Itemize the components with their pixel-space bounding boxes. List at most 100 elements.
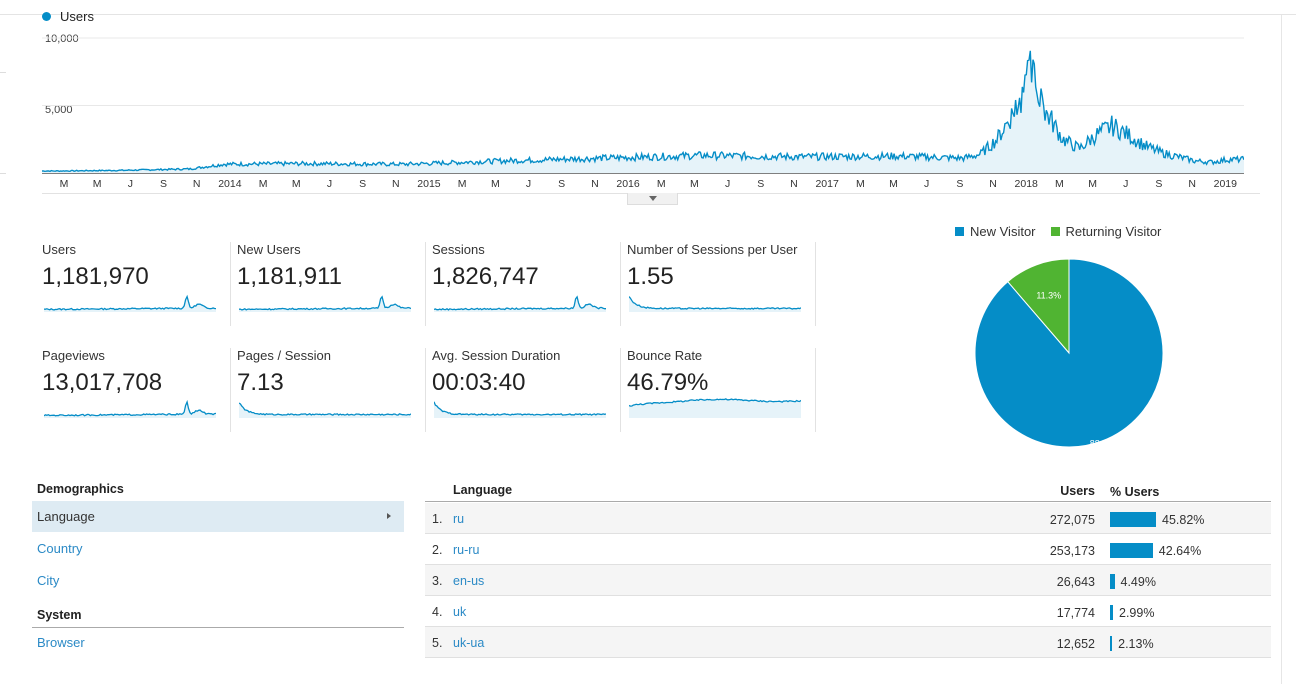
- x-tick-label: M: [457, 178, 467, 190]
- pie-legend-label: New Visitor: [970, 224, 1036, 239]
- x-tick-label: S: [1155, 178, 1163, 190]
- users-value: 253,173: [1049, 544, 1095, 558]
- tile-divider: [620, 242, 621, 326]
- column-header-users[interactable]: Users: [1060, 484, 1095, 498]
- x-tick-label: S: [956, 178, 964, 190]
- sparkline-area: [629, 398, 801, 418]
- tile-divider: [815, 348, 816, 432]
- metric-tile[interactable]: Pages / Session 7.13: [237, 348, 426, 433]
- sparkline-line: [239, 402, 411, 416]
- pie-legend-item[interactable]: New Visitor: [955, 224, 1036, 239]
- x-tick-label: 2018: [1014, 178, 1038, 190]
- nav-item-label: City: [37, 573, 60, 588]
- metric-value: 1.55: [627, 263, 674, 290]
- metric-sparkline: [434, 295, 606, 312]
- language-link[interactable]: uk: [453, 605, 467, 619]
- x-tick-label: 2017: [815, 178, 839, 190]
- metric-tile[interactable]: Sessions 1,826,747: [432, 242, 621, 327]
- x-tick-label: S: [757, 178, 765, 190]
- visitor-type-pie-chart[interactable]: 11.3% 88.7%: [973, 257, 1165, 449]
- x-tick-label: J: [127, 178, 133, 190]
- x-tick-label: M: [59, 178, 69, 190]
- metric-sparkline: [629, 398, 801, 418]
- x-axis: M M J S N 2014 M M J S N 2015 M M J S N 2016 M M J S N 2017 M M J S…: [42, 178, 1242, 192]
- language-link[interactable]: uk-ua: [453, 636, 485, 650]
- pct-users-value: 2.99%: [1119, 606, 1155, 620]
- users-value: 12,652: [1056, 637, 1095, 651]
- demographics-item-country[interactable]: Country: [32, 533, 404, 564]
- pie-legend-item[interactable]: Returning Visitor: [1050, 224, 1161, 239]
- pct-users-value: 4.49%: [1120, 575, 1156, 589]
- sparkline-line: [434, 401, 606, 416]
- metric-label: Avg. Session Duration: [432, 348, 561, 363]
- language-link[interactable]: en-us: [453, 574, 485, 588]
- top-toolbar: [0, 0, 1296, 15]
- table-row: 3. en-us 26,643 4.49%: [425, 565, 1271, 596]
- collapse-chart-button[interactable]: [627, 193, 678, 205]
- sparkline-area: [434, 296, 606, 312]
- metric-sparkline: [239, 295, 411, 312]
- chart-legend: Users: [42, 9, 94, 24]
- metric-tile[interactable]: Pageviews 13,017,708: [42, 348, 231, 433]
- metric-tile[interactable]: Number of Sessions per User 1.55: [627, 242, 816, 327]
- metric-value: 1,181,911: [237, 263, 342, 290]
- x-tick-label: S: [359, 178, 367, 190]
- column-header-pct-users: % Users: [1110, 485, 1160, 499]
- x-tick-label: M: [889, 178, 898, 190]
- users-value: 26,643: [1056, 575, 1095, 589]
- chevron-right-icon: [387, 513, 391, 519]
- metric-sparkline: [434, 401, 606, 418]
- metric-label: Number of Sessions per User: [627, 242, 798, 257]
- pct-users-value: 42.64%: [1158, 544, 1202, 558]
- pct-users-bar: [1110, 512, 1156, 527]
- legend-dot-icon: [42, 12, 51, 21]
- x-tick-label: N: [392, 178, 400, 190]
- metric-tile[interactable]: New Users 1,181,911: [237, 242, 426, 327]
- metric-label: Pageviews: [42, 348, 105, 363]
- table-row: 1. ru 272,075 45.82%: [425, 503, 1271, 534]
- x-tick-label: 2015: [417, 178, 441, 190]
- x-tick-label: N: [790, 178, 798, 190]
- metric-tile[interactable]: Avg. Session Duration 00:03:40: [432, 348, 621, 433]
- nav-item-label: Country: [37, 541, 83, 556]
- sparkline-area: [629, 296, 801, 312]
- x-tick-label: 2016: [616, 178, 640, 190]
- x-tick-label: M: [1088, 178, 1097, 190]
- x-tick-label: J: [525, 178, 532, 190]
- row-rank: 2.: [432, 543, 443, 557]
- table-row: 2. ru-ru 253,173 42.64%: [425, 534, 1271, 565]
- x-tick-label: M: [855, 178, 865, 190]
- metric-sparkline: [44, 294, 216, 312]
- metric-tile[interactable]: Bounce Rate 46.79%: [627, 348, 816, 433]
- metric-value: 00:03:40: [432, 369, 526, 396]
- metric-sparkline: [44, 399, 216, 418]
- sparkline-line: [629, 296, 801, 310]
- language-link[interactable]: ru-ru: [453, 543, 480, 557]
- language-link[interactable]: ru: [453, 512, 465, 526]
- demographics-item-city[interactable]: City: [32, 565, 404, 596]
- users-series-area: [42, 50, 1244, 173]
- metric-tile[interactable]: Users 1,181,970: [42, 242, 231, 327]
- tile-divider: [425, 348, 426, 432]
- x-tick-label: N: [1188, 178, 1196, 190]
- x-tick-label: M: [92, 178, 102, 190]
- legend-square-icon: [1050, 227, 1060, 236]
- x-tick-label: N: [591, 178, 599, 190]
- legend-square-icon: [955, 227, 964, 236]
- tile-divider: [620, 348, 621, 432]
- tile-divider: [230, 348, 231, 432]
- x-tick-label: 2014: [218, 178, 242, 190]
- sparkline-area: [434, 401, 606, 418]
- x-tick-label: J: [326, 178, 333, 190]
- nav-item-label: Language: [37, 509, 95, 524]
- x-tick-label: M: [490, 178, 500, 190]
- users-line-chart[interactable]: [42, 30, 1244, 176]
- demographics-item-language[interactable]: Language: [32, 501, 404, 532]
- system-item-browser[interactable]: Browser: [32, 627, 404, 658]
- x-tick-label: J: [924, 178, 930, 190]
- x-tick-label: M: [258, 178, 268, 190]
- sparkline-area: [239, 296, 411, 312]
- metric-sparkline: [629, 296, 801, 312]
- pie-slice-label: 88.7%: [1090, 438, 1116, 448]
- x-tick-label: M: [1055, 178, 1064, 190]
